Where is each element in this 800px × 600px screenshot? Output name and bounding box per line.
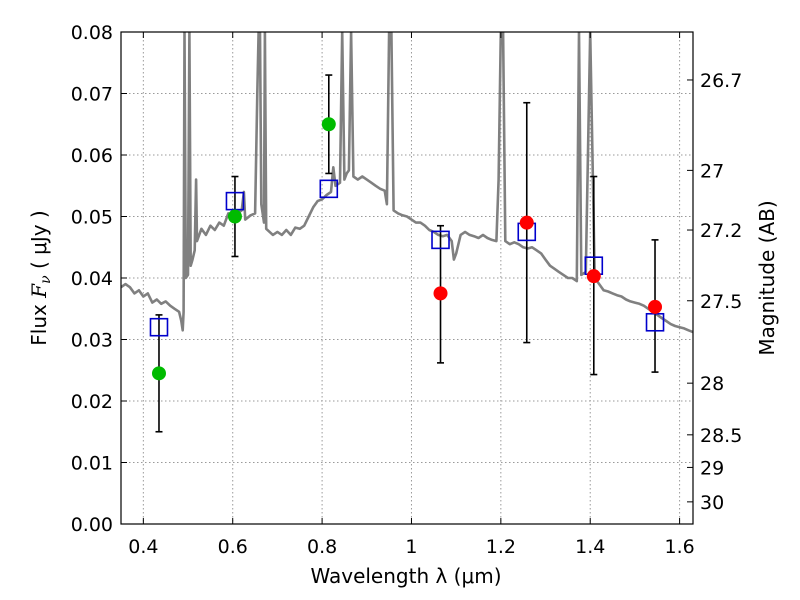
red-data-point xyxy=(586,269,601,284)
x-tick-label: 0.4 xyxy=(128,536,158,558)
axis-ticks: 0.4 0.6 0.8 1 1.2 1.4 1.6 0.00 0.01 0.02 0.03 0.04 0… xyxy=(71,22,743,558)
model-flux-square xyxy=(319,179,339,199)
y-tick-label: 0.02 xyxy=(71,391,113,413)
y2-tick-label: 28.5 xyxy=(700,425,742,447)
y-tick-label: 0.01 xyxy=(71,453,113,475)
x-tick-label: 1 xyxy=(405,536,417,558)
red-data-point xyxy=(519,215,534,230)
green-data-point xyxy=(151,366,166,381)
x-tick-label: 0.8 xyxy=(307,536,337,558)
y-tick-label: 0.04 xyxy=(71,268,113,290)
plot-frame xyxy=(120,31,694,525)
y-tick-label: 0.06 xyxy=(71,145,113,167)
y2-tick-label: 27.2 xyxy=(700,220,742,242)
y-tick-label: 0.03 xyxy=(71,330,113,352)
y-tick-label: 0.08 xyxy=(71,22,113,44)
green-data-point xyxy=(321,117,336,132)
y2-tick-label: 28 xyxy=(700,373,724,395)
y2-axis-title: Magnitude (AB) xyxy=(755,200,779,355)
model-flux-square xyxy=(431,230,450,250)
x-tick-label: 1.4 xyxy=(575,536,605,558)
y-tick-label: 0.05 xyxy=(71,207,113,229)
y-tick-label: 0.00 xyxy=(71,514,113,536)
y2-tick-label: 27 xyxy=(700,160,724,182)
model-spectrum-line xyxy=(121,32,693,334)
plot-area xyxy=(121,32,693,433)
y-axis-title: Flux Fν ( μJy ) xyxy=(27,210,54,345)
x-tick-label: 1.2 xyxy=(486,536,516,558)
grid-lines xyxy=(121,32,693,524)
y2-tick-label: 27.5 xyxy=(700,291,742,313)
x-tick-label: 0.6 xyxy=(218,536,248,558)
x-tick-label: 1.6 xyxy=(664,536,694,558)
y2-tick-label: 30 xyxy=(700,492,724,514)
green-data-point xyxy=(227,209,242,224)
red-data-point xyxy=(433,286,448,301)
y-tick-label: 0.07 xyxy=(71,84,113,106)
model-flux-square xyxy=(149,317,169,337)
red-data-point xyxy=(648,299,663,314)
y2-tick-label: 26.7 xyxy=(700,70,742,92)
x-axis-title: Wavelength λ (μm) xyxy=(310,564,501,588)
y2-tick-label: 29 xyxy=(700,457,724,479)
